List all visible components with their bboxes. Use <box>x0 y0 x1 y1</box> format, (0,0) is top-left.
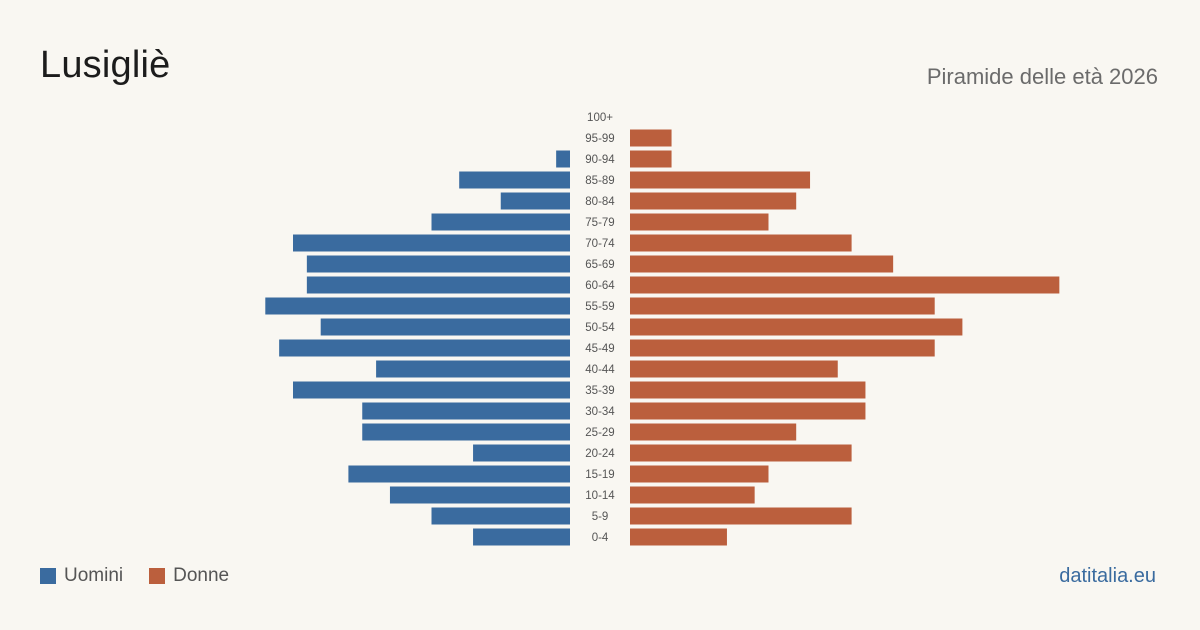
age-label-60-64: 60-64 <box>585 280 615 292</box>
age-label-100plus: 100+ <box>587 112 613 124</box>
age-label-45-49: 45-49 <box>585 343 614 355</box>
bar-women-80-84 <box>630 192 797 210</box>
bar-men-40-44 <box>376 360 570 378</box>
legend-item-men: Uomini <box>40 565 123 587</box>
source-link[interactable]: datitalia.eu <box>1059 565 1156 587</box>
bar-women-25-29 <box>630 423 797 441</box>
age-label-70-74: 70-74 <box>585 238 615 250</box>
bar-men-75-79 <box>431 213 570 231</box>
age-label-40-44: 40-44 <box>585 364 615 376</box>
bar-men-45-49 <box>279 339 570 357</box>
age-label-90-94: 90-94 <box>585 154 615 166</box>
age-label-15-19: 15-19 <box>585 469 614 481</box>
age-label-80-84: 80-84 <box>585 196 615 208</box>
age-label-75-79: 75-79 <box>585 217 614 229</box>
bar-men-55-59 <box>265 297 570 315</box>
age-label-50-54: 50-54 <box>585 322 615 334</box>
bar-women-55-59 <box>630 297 935 315</box>
bar-women-0-4 <box>630 528 727 546</box>
bar-women-45-49 <box>630 339 935 357</box>
bar-women-10-14 <box>630 486 755 504</box>
bar-women-70-74 <box>630 234 852 252</box>
legend-item-women: Donne <box>149 565 229 587</box>
bar-women-95-99 <box>630 129 672 147</box>
age-label-30-34: 30-34 <box>585 406 615 418</box>
age-label-95-99: 95-99 <box>585 133 614 145</box>
bar-men-50-54 <box>320 318 570 336</box>
bar-men-15-19 <box>348 465 570 483</box>
legend-swatch-women <box>149 568 166 584</box>
legend-swatch-men <box>40 568 56 584</box>
bar-women-90-94 <box>630 150 672 168</box>
age-label-25-29: 25-29 <box>585 427 614 439</box>
bar-men-20-24 <box>473 444 570 462</box>
bar-men-30-34 <box>362 402 570 420</box>
bar-women-30-34 <box>630 402 866 420</box>
legend-label-women: Donne <box>173 565 230 586</box>
bar-women-20-24 <box>630 444 852 462</box>
bar-women-50-54 <box>630 318 963 336</box>
bar-men-85-89 <box>459 171 570 189</box>
bar-women-60-64 <box>630 276 1060 294</box>
bar-women-35-39 <box>630 381 866 399</box>
bar-men-60-64 <box>306 276 570 294</box>
bar-men-90-94 <box>556 150 570 168</box>
bar-women-5-9 <box>630 507 852 525</box>
legend: Uomini Donne <box>40 565 255 587</box>
chart-title: Lusigliè <box>40 44 171 86</box>
bar-women-40-44 <box>630 360 838 378</box>
bar-men-0-4 <box>473 528 570 546</box>
chart-subtitle: Piramide delle età 2026 <box>926 64 1158 89</box>
bar-women-15-19 <box>630 465 769 483</box>
bar-men-80-84 <box>500 192 570 210</box>
age-label-35-39: 35-39 <box>585 385 614 397</box>
bar-men-35-39 <box>293 381 570 399</box>
age-label-5-9: 5-9 <box>592 511 609 523</box>
age-label-20-24: 20-24 <box>585 448 615 460</box>
bar-men-25-29 <box>362 423 570 441</box>
bar-women-65-69 <box>630 255 894 273</box>
age-label-0-4: 0-4 <box>592 532 609 544</box>
age-label-55-59: 55-59 <box>585 301 614 313</box>
age-label-85-89: 85-89 <box>585 175 614 187</box>
bar-women-75-79 <box>630 213 769 231</box>
bar-women-85-89 <box>630 171 811 189</box>
bar-men-5-9 <box>431 507 570 525</box>
bar-men-65-69 <box>306 255 570 273</box>
bar-men-70-74 <box>293 234 570 252</box>
legend-label-men: Uomini <box>64 565 124 586</box>
age-label-65-69: 65-69 <box>585 259 614 271</box>
bar-men-10-14 <box>389 486 570 504</box>
age-label-10-14: 10-14 <box>585 490 615 502</box>
